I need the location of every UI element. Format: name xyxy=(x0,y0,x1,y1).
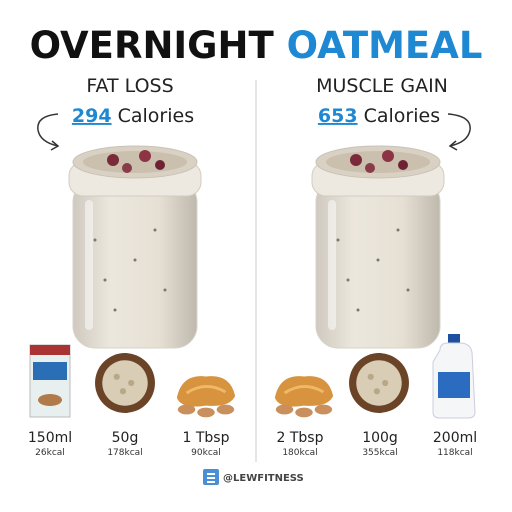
kcal: 90kcal xyxy=(191,448,221,458)
title: OVERNIGHT OATMEAL xyxy=(30,24,483,67)
calorie-unit: Calories xyxy=(364,105,441,127)
milk-jug xyxy=(432,334,476,419)
almond-milk-carton xyxy=(29,344,71,418)
jar xyxy=(311,145,445,349)
right-calories: 653 Calories xyxy=(318,105,440,127)
peanut-butter xyxy=(175,374,237,418)
oats-bowl xyxy=(95,353,155,413)
kcal: 178kcal xyxy=(107,448,142,458)
amount: 2 Tbsp xyxy=(277,430,324,446)
arrow xyxy=(37,113,59,147)
calorie-number: 294 xyxy=(72,105,112,127)
arrow-head xyxy=(50,140,60,151)
amount: 150ml xyxy=(28,430,72,446)
amount: 200ml xyxy=(433,430,477,446)
kcal: 118kcal xyxy=(437,448,472,458)
footer-handle: @LEWFITNESS xyxy=(223,473,304,484)
left-heading: FAT LOSS xyxy=(86,75,173,97)
kcal: 26kcal xyxy=(35,448,65,458)
arrow xyxy=(447,113,471,147)
kcal: 180kcal xyxy=(282,448,317,458)
calorie-number: 653 xyxy=(318,105,358,127)
right-heading: MUSCLE GAIN xyxy=(316,75,448,97)
calorie-unit: Calories xyxy=(118,105,195,127)
jar xyxy=(68,145,202,349)
arrow-head xyxy=(448,140,458,151)
kcal: 355kcal xyxy=(362,448,397,458)
amount: 100g xyxy=(362,430,398,446)
amount: 50g xyxy=(112,430,139,446)
title-part1: OVERNIGHT xyxy=(30,24,275,67)
peanut-butter xyxy=(273,374,335,418)
oats-bowl xyxy=(349,353,409,413)
footer-logo xyxy=(203,469,219,485)
amount: 1 Tbsp xyxy=(183,430,230,446)
title-part2: OATMEAL xyxy=(287,24,483,67)
left-calories: 294 Calories xyxy=(72,105,194,127)
